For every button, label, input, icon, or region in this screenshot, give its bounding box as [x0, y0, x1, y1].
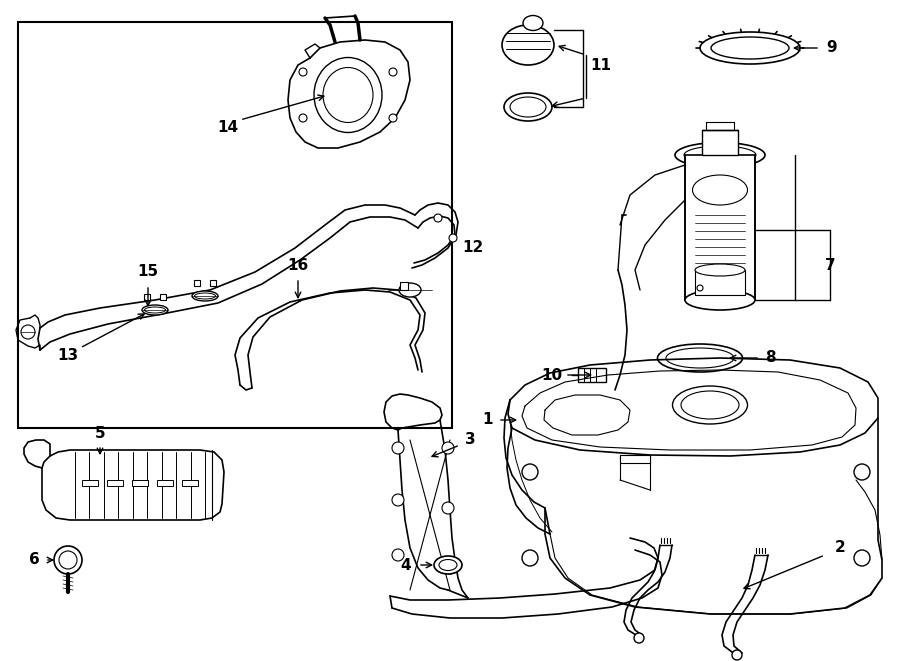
Circle shape — [522, 550, 538, 566]
Ellipse shape — [502, 25, 554, 65]
Ellipse shape — [672, 386, 748, 424]
Text: 16: 16 — [287, 258, 309, 272]
Ellipse shape — [142, 305, 168, 315]
Text: 5: 5 — [94, 426, 105, 442]
Bar — [182, 480, 198, 486]
Text: 13: 13 — [58, 348, 78, 362]
Ellipse shape — [504, 93, 552, 121]
Text: 10: 10 — [542, 368, 562, 383]
Ellipse shape — [323, 67, 373, 122]
Circle shape — [442, 502, 454, 514]
Circle shape — [732, 650, 742, 660]
Circle shape — [697, 285, 703, 291]
Circle shape — [389, 68, 397, 76]
Circle shape — [434, 214, 442, 222]
Circle shape — [854, 550, 870, 566]
Bar — [578, 368, 606, 382]
Circle shape — [299, 114, 307, 122]
Text: 4: 4 — [400, 557, 411, 572]
Text: 9: 9 — [827, 40, 837, 56]
Circle shape — [389, 114, 397, 122]
Ellipse shape — [681, 391, 739, 419]
Bar — [620, 455, 650, 463]
Bar — [702, 130, 738, 155]
Bar — [695, 270, 745, 295]
Ellipse shape — [695, 264, 745, 276]
Circle shape — [299, 68, 307, 76]
Ellipse shape — [523, 15, 543, 30]
Ellipse shape — [700, 32, 800, 64]
Circle shape — [634, 633, 644, 643]
Ellipse shape — [666, 348, 734, 368]
Ellipse shape — [194, 293, 215, 299]
Text: 8: 8 — [765, 350, 775, 366]
Ellipse shape — [510, 97, 546, 117]
Bar — [144, 294, 150, 300]
Text: 1: 1 — [482, 412, 493, 428]
Ellipse shape — [675, 143, 765, 167]
Bar — [107, 480, 123, 486]
Ellipse shape — [145, 307, 166, 313]
Text: 14: 14 — [218, 120, 238, 136]
Circle shape — [54, 546, 82, 574]
Ellipse shape — [692, 175, 748, 205]
Circle shape — [392, 442, 404, 454]
Text: 11: 11 — [590, 58, 611, 73]
Bar — [18, 22, 452, 428]
Ellipse shape — [658, 344, 742, 372]
Bar — [400, 282, 408, 290]
Circle shape — [59, 551, 77, 569]
Circle shape — [522, 464, 538, 480]
Ellipse shape — [684, 146, 756, 164]
Ellipse shape — [314, 58, 382, 132]
Circle shape — [21, 325, 35, 339]
Bar — [157, 480, 173, 486]
Circle shape — [444, 562, 456, 574]
Text: 6: 6 — [29, 553, 40, 568]
Bar — [210, 280, 216, 286]
Bar — [132, 480, 148, 486]
Circle shape — [449, 234, 457, 242]
Ellipse shape — [399, 283, 421, 297]
Ellipse shape — [439, 559, 457, 570]
Bar — [194, 280, 200, 286]
Ellipse shape — [711, 37, 789, 59]
Circle shape — [392, 549, 404, 561]
Bar — [160, 294, 166, 300]
Text: 2: 2 — [834, 541, 845, 555]
Circle shape — [442, 442, 454, 454]
Ellipse shape — [434, 556, 462, 574]
Bar — [82, 480, 98, 486]
Text: 3: 3 — [464, 432, 475, 447]
Text: 12: 12 — [462, 241, 483, 256]
Circle shape — [854, 464, 870, 480]
Text: 7: 7 — [824, 258, 835, 272]
Ellipse shape — [685, 290, 755, 310]
Bar — [685, 155, 755, 300]
Circle shape — [392, 494, 404, 506]
Ellipse shape — [192, 291, 218, 301]
Text: 15: 15 — [138, 264, 158, 280]
